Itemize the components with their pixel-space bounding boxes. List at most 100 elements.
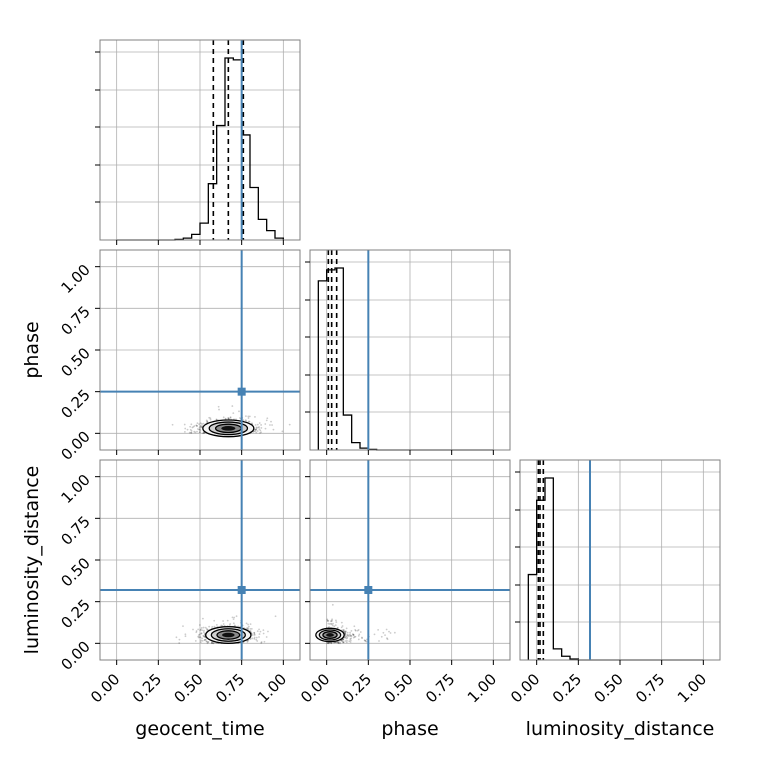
x-tick-label: 0.00 [87,670,123,706]
y-tick-label: 1.00 [57,471,93,507]
scatter-point [198,423,201,426]
scatter-point [201,617,204,620]
scatter-point [259,429,262,432]
scatter-point [235,615,238,618]
scatter-point [327,619,330,622]
scatter-point [388,630,390,633]
scatter-point [337,641,340,644]
scatter-point [365,640,368,643]
truth-marker [364,586,373,594]
scatter-point [255,636,258,639]
scatter-point [178,638,181,641]
scatter-point [352,633,355,636]
scatter-point [265,636,268,638]
scatter-point [256,630,259,633]
scatter-point [183,423,186,426]
scatter-point [337,642,340,645]
scatter-point [260,642,263,644]
scatter-point [253,637,256,640]
scatter-point [253,631,256,634]
scatter-point [206,628,209,631]
scatter-point [197,635,200,638]
scatter-point [190,431,193,434]
scatter-point [195,631,198,634]
scatter-point [195,424,198,427]
scatter-point [200,425,203,428]
scatter-point [259,432,261,434]
scatter-point [349,631,351,634]
scatter-point [354,635,357,638]
scatter-point [197,628,200,631]
scatter-point [389,632,392,634]
x-axis-label-luminosity_distance: luminosity_distance [526,718,715,740]
scatter-point [329,620,332,623]
scatter-point [326,618,329,621]
scatter-point [349,633,351,636]
scatter-point [330,623,333,626]
scatter-point [199,629,202,632]
scatter-point [245,622,248,625]
scatter-point [346,639,348,642]
scatter-point [204,626,207,629]
x-tick-label: 0.75 [212,670,248,706]
scatter-point [330,642,333,645]
scatter-point [339,642,341,645]
scatter-point [192,425,195,428]
scatter-point [201,423,203,425]
scatter-point [342,638,345,641]
scatter-point [206,420,209,423]
scatter-point [350,637,353,640]
scatter-point [215,418,218,421]
scatter-point [198,428,201,431]
scatter-point [357,638,360,641]
scatter-point [178,642,181,644]
scatter-point [199,636,202,639]
x-tick-label: 1.00 [674,670,710,706]
scatter-point [249,630,252,632]
scatter-point [254,430,257,433]
scatter-point [198,633,201,636]
scatter-point [253,634,256,636]
scatter-point [327,641,329,644]
x-tick-label: 0.75 [422,670,458,706]
scatter-point [344,630,347,633]
scatter-point [184,635,187,638]
scatter-point [333,625,336,628]
scatter-point [244,419,247,422]
scatter-point [262,629,265,632]
contour-line [205,626,252,644]
scatter-point [256,640,259,642]
scatter-point [183,430,186,433]
scatter-point [364,639,366,642]
x-tick-label: 1.00 [464,670,500,706]
scatter-point [264,427,267,430]
scatter-point [349,638,352,640]
scatter-point [206,640,208,643]
scatter-point [260,641,263,643]
scatter-point [262,632,265,635]
scatter-point [326,619,329,622]
scatter-point [382,631,385,634]
scatter-point [248,415,251,418]
scatter-point [196,422,199,425]
scatter-point [229,622,232,625]
scatter-point [327,642,330,644]
scatter-point [344,636,346,639]
scatter-point [346,634,349,637]
scatter-point [378,640,380,642]
scatter-point [356,629,359,632]
scatter-point [227,417,230,420]
scatter-point [194,431,197,434]
scatter-point [333,641,335,644]
y-tick-label: 0.50 [57,344,93,380]
scatter-point [233,616,236,619]
x-tick-label: 0.75 [632,670,668,706]
scatter-point [328,625,330,628]
scatter-point [272,428,275,431]
scatter-point [200,632,203,635]
scatter-point [249,623,252,626]
scatter-point [343,630,346,633]
scatter-point [254,428,257,431]
scatter-point [386,637,388,640]
x-tick-label: 0.50 [380,670,416,706]
